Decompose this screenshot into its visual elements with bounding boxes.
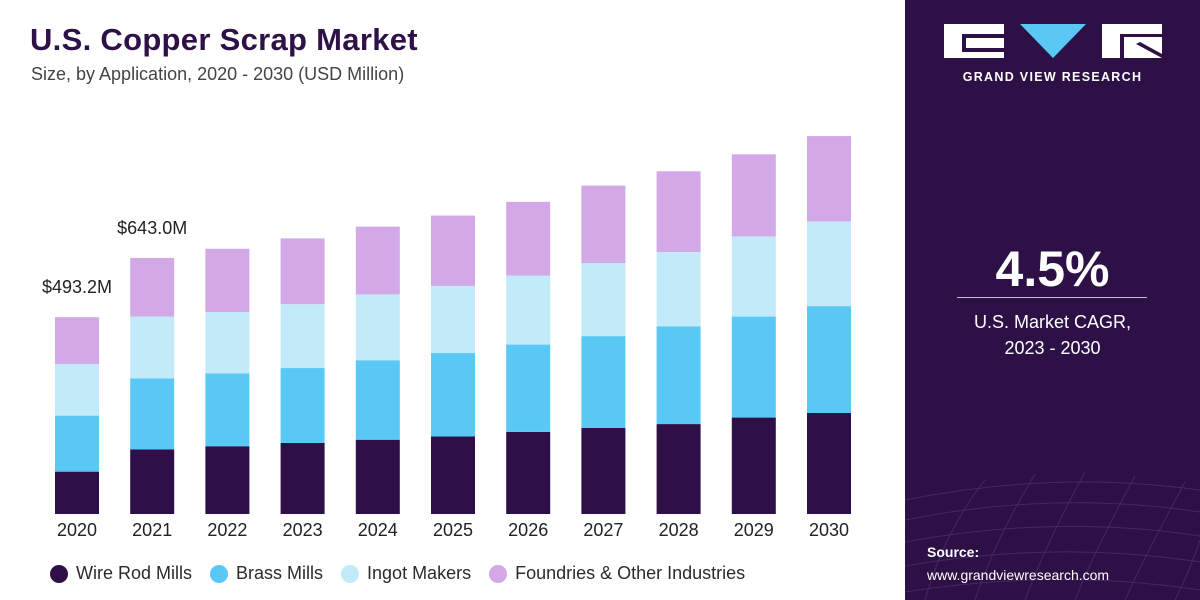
bar-segment-2022-foundries-other-industries bbox=[205, 248, 250, 312]
bar-segment-2028-foundries-other-industries bbox=[656, 171, 701, 253]
source-url[interactable]: www.grandviewresearch.com bbox=[927, 567, 1110, 583]
bar-segment-2021-brass-mills bbox=[130, 378, 175, 450]
bar-segment-2021-foundries-other-industries bbox=[130, 257, 175, 317]
bar-segment-2028-brass-mills bbox=[656, 326, 701, 425]
x-tick-label: 2026 bbox=[508, 520, 548, 540]
legend: Wire Rod Mills Brass Mills Ingot Makers … bbox=[50, 563, 763, 584]
x-tick-label: 2029 bbox=[734, 520, 774, 540]
gvr-logo-icon bbox=[944, 24, 1162, 58]
legend-item-brass-mills: Brass Mills bbox=[210, 563, 323, 584]
data-label-2020: $493.2M bbox=[42, 277, 112, 297]
x-tick-label: 2023 bbox=[283, 520, 323, 540]
bar-segment-2023-foundries-other-industries bbox=[280, 238, 325, 305]
bar-segment-2028-wire-rod-mills bbox=[656, 424, 701, 514]
bar-segment-2024-brass-mills bbox=[355, 360, 400, 440]
cagr-label-line1: U.S. Market CAGR, bbox=[973, 312, 1132, 332]
bar-segment-2029-foundries-other-industries bbox=[731, 154, 776, 237]
cagr-divider bbox=[957, 297, 1147, 298]
bar-segment-2028-ingot-makers bbox=[656, 252, 701, 327]
legend-swatch bbox=[489, 564, 508, 583]
x-tick-label: 2024 bbox=[358, 520, 398, 540]
legend-swatch bbox=[50, 564, 68, 583]
bar-segment-2029-brass-mills bbox=[731, 316, 776, 418]
bar-segment-2027-foundries-other-industries bbox=[581, 185, 626, 264]
x-tick-label: 2030 bbox=[809, 520, 849, 540]
bar-segment-2020-wire-rod-mills bbox=[55, 471, 99, 514]
bar-segment-2026-foundries-other-industries bbox=[506, 201, 551, 276]
cagr-label-line2: 2023 - 2030 bbox=[1004, 338, 1101, 358]
cagr-label: U.S. Market CAGR, 2023 - 2030 bbox=[905, 309, 1200, 361]
bar-segment-2027-wire-rod-mills bbox=[581, 427, 626, 514]
bar-segment-2027-brass-mills bbox=[581, 336, 626, 428]
bar-segment-2023-wire-rod-mills bbox=[280, 442, 325, 514]
bar-segment-2030-ingot-makers bbox=[807, 221, 851, 307]
cagr-value: 4.5% bbox=[995, 241, 1110, 297]
legend-label: Brass Mills bbox=[236, 563, 324, 583]
legend-item-ingot-makers: Ingot Makers bbox=[341, 563, 471, 584]
bar-segment-2026-ingot-makers bbox=[506, 275, 551, 345]
bar-segment-2024-ingot-makers bbox=[355, 294, 400, 361]
chart-title: U.S. Copper Scrap Market bbox=[30, 22, 418, 57]
x-tick-label: 2028 bbox=[659, 520, 699, 540]
x-tick-label: 2025 bbox=[433, 520, 473, 540]
bar-segment-2026-brass-mills bbox=[506, 344, 551, 432]
bar-segment-2020-brass-mills bbox=[55, 415, 99, 472]
bar-segment-2022-brass-mills bbox=[205, 373, 250, 447]
bar-segment-2021-wire-rod-mills bbox=[130, 449, 175, 514]
bar-segment-2025-foundries-other-industries bbox=[431, 215, 475, 286]
bar-segment-2029-ingot-makers bbox=[731, 236, 776, 317]
legend-label: Wire Rod Mills bbox=[76, 563, 193, 583]
brand-name: GRAND VIEW RESEARCH bbox=[962, 70, 1143, 84]
bar-segment-2029-wire-rod-mills bbox=[731, 417, 776, 514]
bar-segment-2025-wire-rod-mills bbox=[431, 436, 475, 514]
bar-segment-2022-ingot-makers bbox=[205, 312, 250, 374]
chart-subtitle: Size, by Application, 2020 - 2030 (USD M… bbox=[31, 64, 405, 84]
bar-segment-2030-brass-mills bbox=[807, 306, 851, 413]
bar-segment-2024-wire-rod-mills bbox=[355, 439, 400, 514]
data-label-2021: $643.0M bbox=[117, 218, 187, 238]
legend-swatch bbox=[210, 564, 229, 583]
legend-item-wire-rod-mills: Wire Rod Mills bbox=[50, 563, 192, 584]
stacked-bar-chart: 2020 2021 2022 2023 2024 2025 2026 2027 2028 2029… bbox=[42, 136, 851, 540]
legend-swatch bbox=[341, 564, 360, 583]
x-tick-label: 2022 bbox=[207, 520, 247, 540]
bar-segment-2025-ingot-makers bbox=[431, 285, 475, 354]
bar-segment-2023-ingot-makers bbox=[280, 304, 325, 369]
bar-segment-2030-foundries-other-industries bbox=[807, 136, 851, 222]
bar-segment-2021-ingot-makers bbox=[130, 316, 175, 379]
legend-item-foundries: Foundries & Other Industries bbox=[489, 563, 745, 584]
source-label: Source: bbox=[927, 544, 980, 560]
decorative-grid bbox=[905, 471, 1200, 600]
bar-segment-2024-foundries-other-industries bbox=[355, 226, 400, 295]
bar-segment-2023-brass-mills bbox=[280, 368, 325, 443]
bar-segment-2022-wire-rod-mills bbox=[205, 446, 250, 514]
bar-segment-2030-wire-rod-mills bbox=[807, 413, 851, 514]
bar-segment-2025-brass-mills bbox=[431, 353, 475, 437]
legend-label: Ingot Makers bbox=[367, 563, 472, 583]
x-tick-label: 2027 bbox=[583, 520, 623, 540]
bar-segment-2027-ingot-makers bbox=[581, 263, 626, 337]
bar-segment-2026-wire-rod-mills bbox=[506, 431, 551, 514]
side-panel: GRAND VIEW RESEARCH 4.5% U.S. Market CAG… bbox=[905, 0, 1200, 600]
x-tick-label: 2021 bbox=[132, 520, 172, 540]
bar-segment-2020-foundries-other-industries bbox=[55, 317, 99, 365]
bar-segment-2020-ingot-makers bbox=[55, 364, 99, 416]
legend-label: Foundries & Other Industries bbox=[515, 563, 746, 583]
x-tick-label: 2020 bbox=[57, 520, 97, 540]
